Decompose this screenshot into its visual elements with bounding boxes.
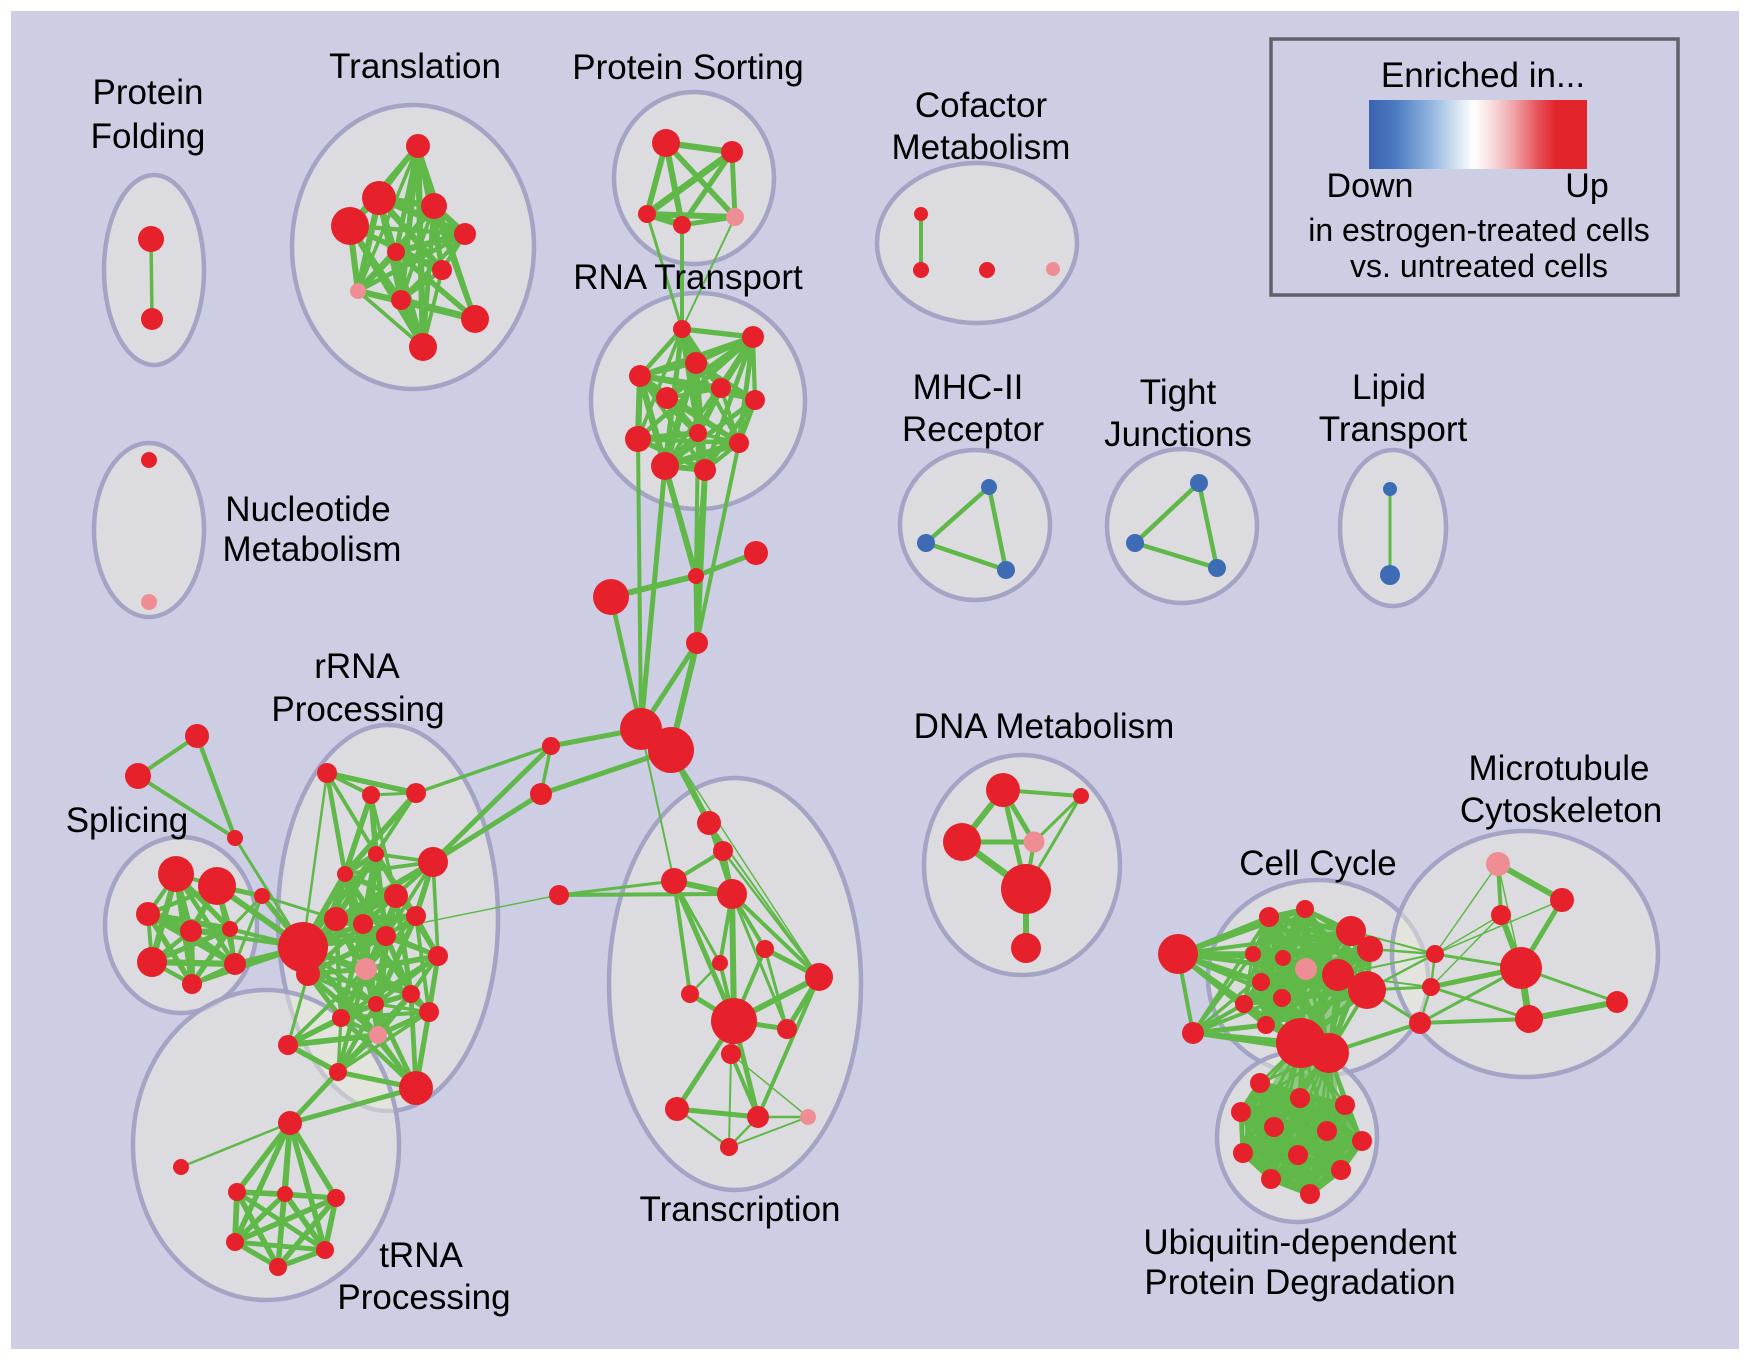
svg-text:Translation: Translation xyxy=(329,47,501,86)
svg-text:Folding: Folding xyxy=(91,117,206,156)
svg-text:Metabolism: Metabolism xyxy=(892,128,1071,167)
svg-text:Lipid: Lipid xyxy=(1352,368,1426,407)
svg-text:Cytoskeleton: Cytoskeleton xyxy=(1460,791,1662,830)
svg-text:Cell Cycle: Cell Cycle xyxy=(1239,844,1397,883)
svg-text:Receptor: Receptor xyxy=(902,410,1044,449)
svg-text:Microtubule: Microtubule xyxy=(1469,749,1650,788)
svg-text:Up: Up xyxy=(1565,167,1608,205)
svg-text:vs. untreated cells: vs. untreated cells xyxy=(1350,248,1608,284)
svg-text:Metabolism: Metabolism xyxy=(223,530,402,569)
svg-text:Ubiquitin-dependent: Ubiquitin-dependent xyxy=(1143,1223,1457,1262)
svg-text:Processing: Processing xyxy=(271,690,444,729)
svg-text:Splicing: Splicing xyxy=(66,801,189,840)
svg-text:tRNA: tRNA xyxy=(379,1236,463,1275)
svg-text:Down: Down xyxy=(1327,167,1414,205)
svg-text:in estrogen-treated cells: in estrogen-treated cells xyxy=(1308,212,1650,248)
svg-text:Tight: Tight xyxy=(1140,373,1217,412)
svg-text:MHC-II: MHC-II xyxy=(913,368,1024,407)
svg-text:DNA Metabolism: DNA Metabolism xyxy=(914,707,1175,746)
svg-text:rRNA: rRNA xyxy=(314,647,400,686)
svg-text:Protein: Protein xyxy=(93,73,204,112)
svg-text:Junctions: Junctions xyxy=(1104,415,1252,454)
svg-text:Nucleotide: Nucleotide xyxy=(225,490,390,529)
svg-text:Processing: Processing xyxy=(337,1278,510,1317)
svg-text:Transcription: Transcription xyxy=(640,1190,841,1229)
svg-text:Cofactor: Cofactor xyxy=(915,86,1048,125)
svg-text:Enriched in...: Enriched in... xyxy=(1381,56,1585,95)
svg-text:Protein Degradation: Protein Degradation xyxy=(1144,1263,1455,1302)
svg-text:RNA Transport: RNA Transport xyxy=(573,258,803,297)
svg-text:Protein Sorting: Protein Sorting xyxy=(572,48,804,87)
svg-text:Transport: Transport xyxy=(1319,410,1468,449)
